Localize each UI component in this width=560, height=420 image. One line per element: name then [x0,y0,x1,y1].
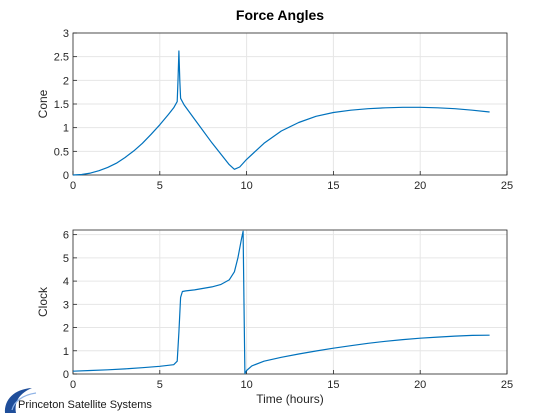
y-tick-label: 1 [63,346,69,358]
y-tick-label: 2 [63,323,69,335]
clock-subplot: 0 5 10 15 20 25 0 1 2 3 4 5 6 Clock Time (hours) [36,229,513,406]
series-line [72,230,490,375]
y-tick-label: 1.5 [54,99,69,111]
figure-title: Force Angles [236,7,324,23]
y-tick-label: 0 [63,369,69,381]
princeton-logo-icon [4,388,37,413]
logo-text: Princeton Satellite Systems [18,399,152,411]
y-tick-label: 2 [63,75,69,87]
y-tick-label: 1 [63,123,69,135]
x-tick-label: 10 [240,379,252,391]
x-tick-label: 20 [414,180,426,192]
y-tick-label: 3 [63,299,69,311]
x-tick-label: 10 [240,180,252,192]
x-tick-label: 15 [327,180,339,192]
x-tick-label: 15 [327,379,339,391]
x-tick-label: 5 [157,180,163,192]
cone-subplot: 0 5 10 15 20 25 0 0.5 1 1.5 2 2.5 3 Cone [36,28,513,192]
x-tick-label: 5 [157,379,163,391]
y-axis-label: Clock [36,286,50,317]
series-line [72,50,490,176]
y-axis-label: Cone [36,89,50,118]
x-axis-label: Time (hours) [256,392,324,406]
y-tick-label: 0 [63,170,69,182]
y-tick-label: 2.5 [54,52,69,64]
y-tick-label: 4 [63,276,69,288]
x-tick-label: 25 [501,180,513,192]
axes-frame [72,229,508,375]
y-tick-label: 5 [63,253,69,265]
x-tick-label: 25 [501,379,513,391]
y-tick-label: 0.5 [54,146,69,158]
x-tick-label: 0 [70,379,76,391]
y-tick-label: 3 [63,28,69,40]
y-tick-label: 6 [63,230,69,242]
x-tick-label: 20 [414,379,426,391]
x-tick-label: 0 [70,180,76,192]
